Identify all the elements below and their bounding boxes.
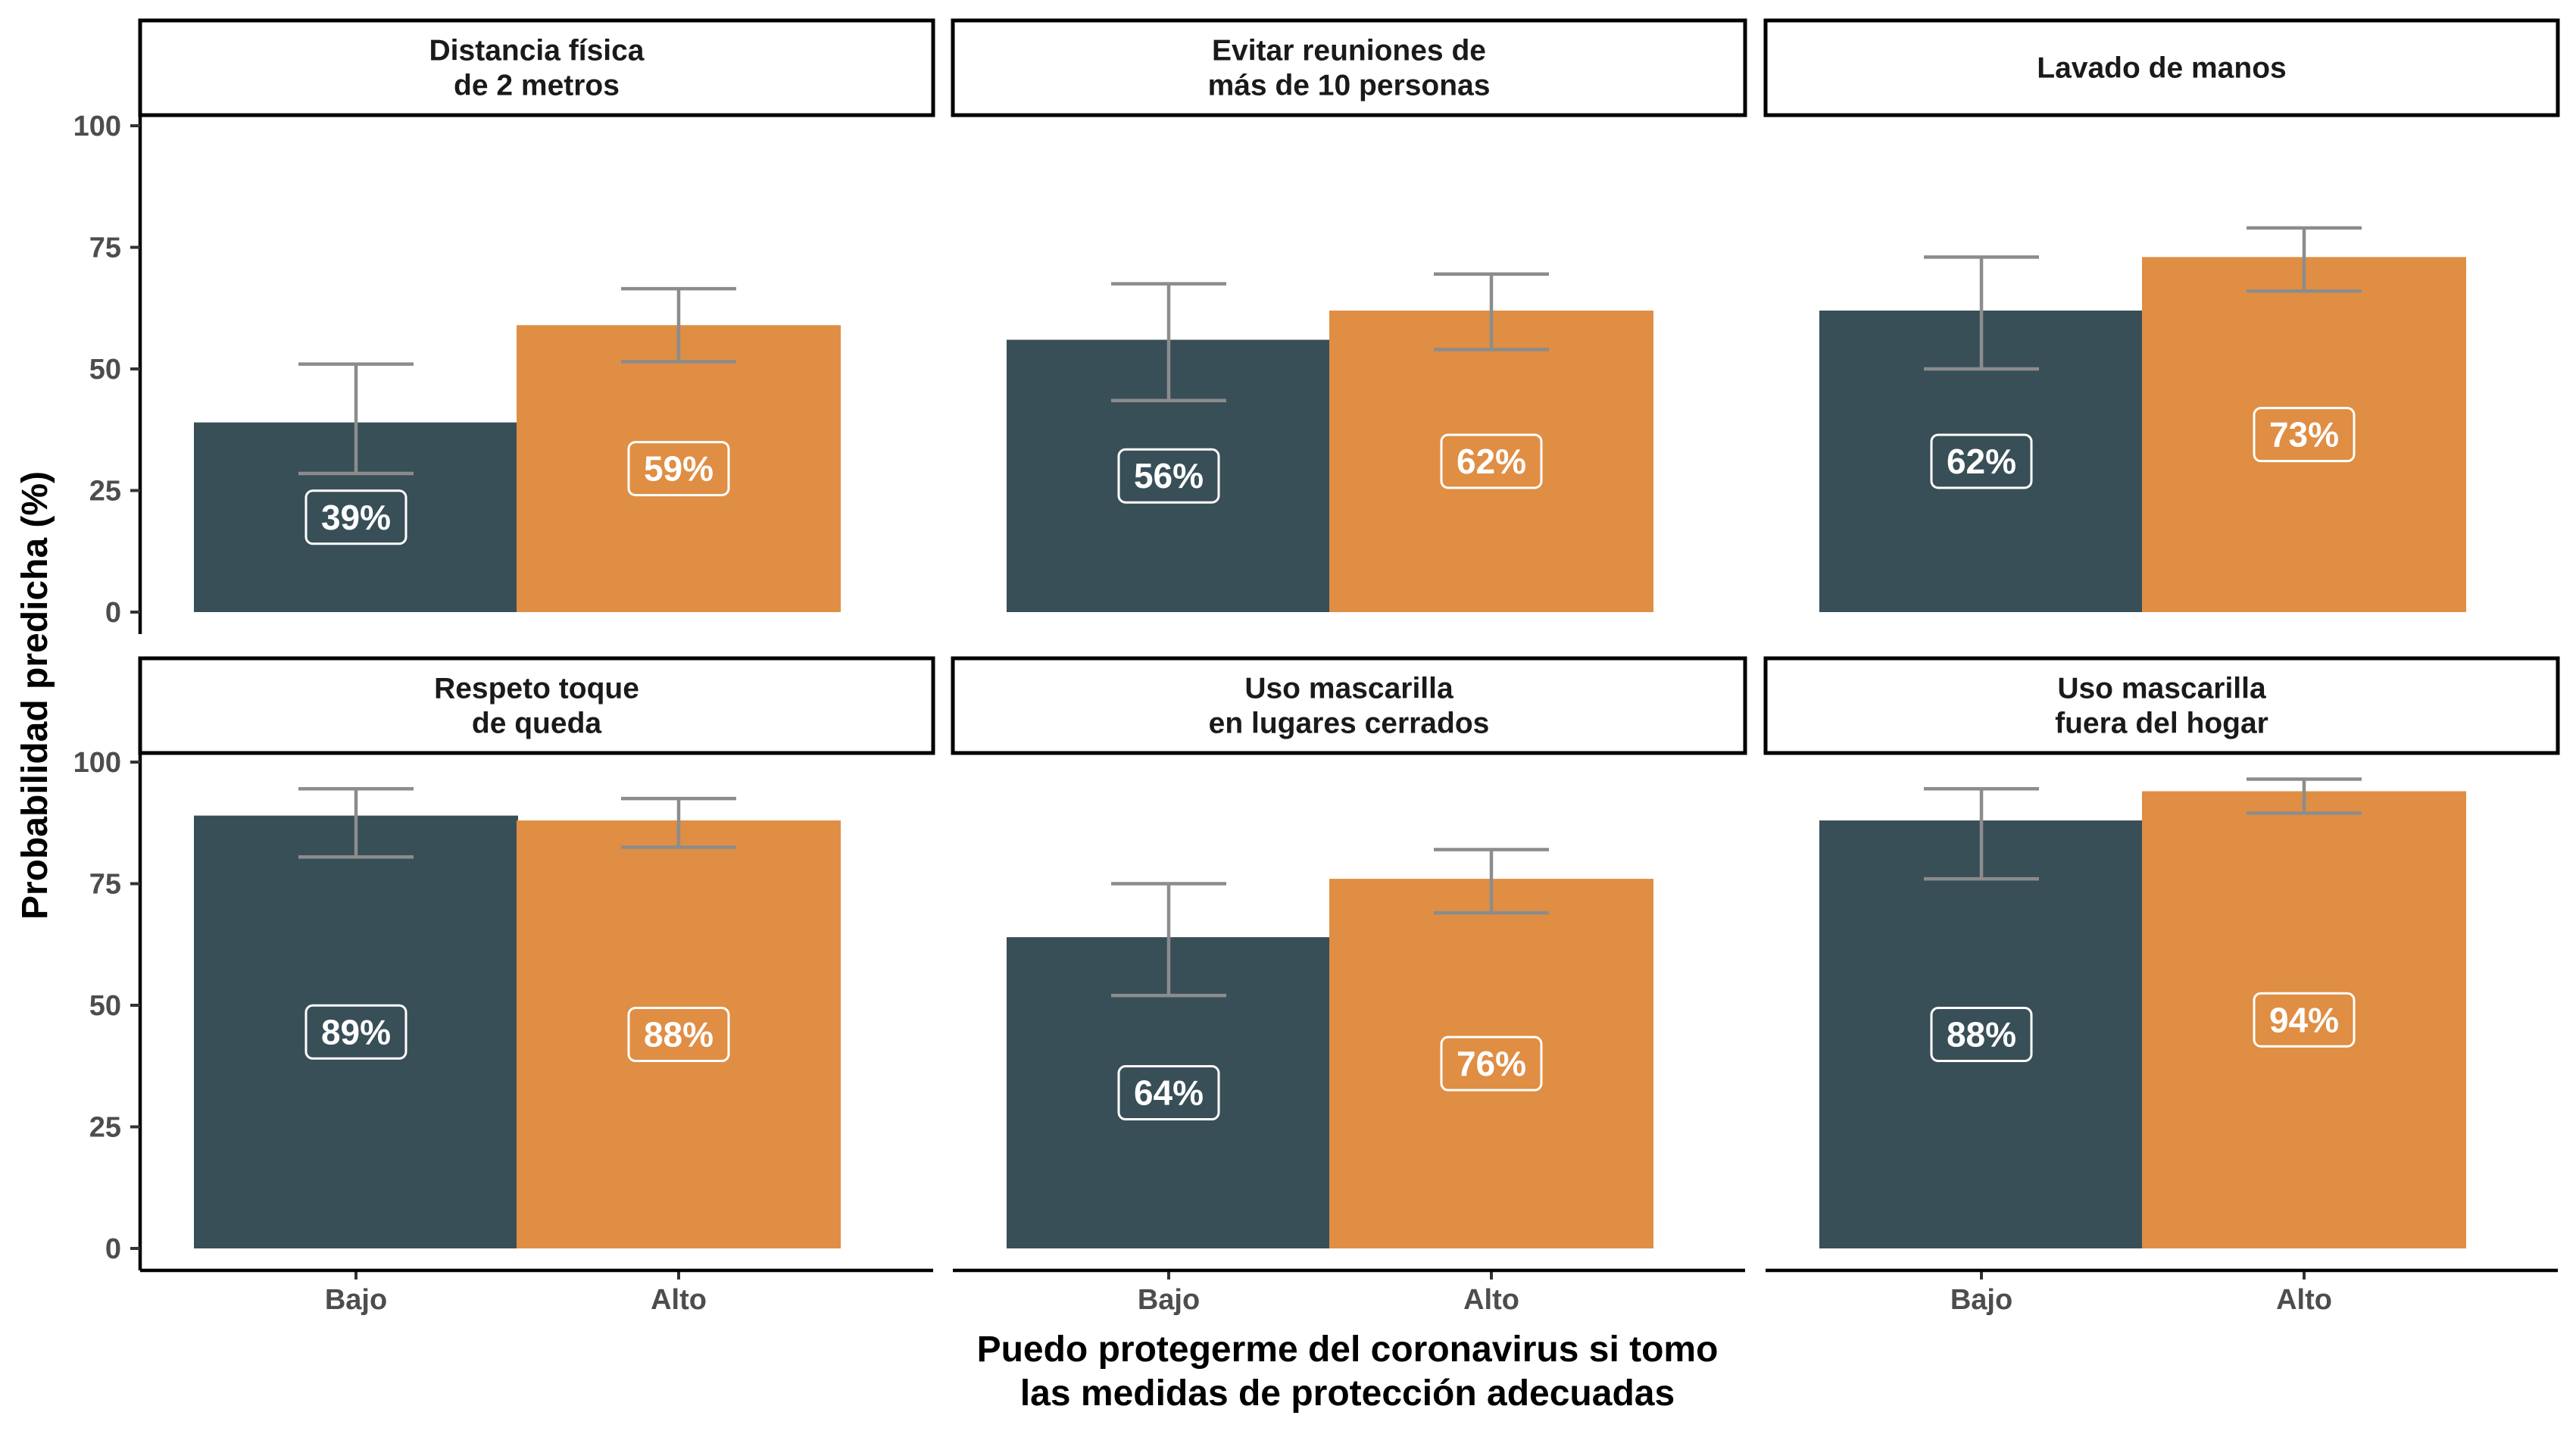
bar-alto xyxy=(517,820,841,1248)
facet-title-line: más de 10 personas xyxy=(1208,70,1491,102)
facet-strip xyxy=(1763,18,2560,117)
facet-title-line: de queda xyxy=(472,708,602,740)
error-bar xyxy=(1111,882,1226,998)
value-label-box xyxy=(1117,448,1220,504)
x-axis-title-line-1: Puedo protegerme del coronavirus si tomo xyxy=(977,1329,1719,1370)
facet-strip xyxy=(138,18,935,117)
facet-strip xyxy=(138,656,935,755)
y-tick-label: 50 xyxy=(89,354,121,386)
facet-title-line: fuera del hogar xyxy=(2055,708,2268,740)
value-label: 59% xyxy=(644,449,713,489)
y-tick-label: 25 xyxy=(89,1112,121,1144)
value-label: 76% xyxy=(1457,1044,1526,1083)
bar-alto xyxy=(1329,879,1653,1248)
y-axis-title: Probabilidad predicha (%) xyxy=(15,471,55,920)
value-label-box xyxy=(304,489,407,545)
bar-bajo xyxy=(194,815,518,1248)
y-tick-label: 25 xyxy=(89,476,121,508)
error-bar xyxy=(1111,282,1226,402)
value-label-box xyxy=(304,1004,407,1060)
facet-strip xyxy=(951,18,1747,117)
x-tick-label: Alto xyxy=(651,1284,707,1316)
value-label: 89% xyxy=(321,1012,391,1051)
facet-title-line: en lugares cerrados xyxy=(1209,708,1490,740)
value-label: 88% xyxy=(1947,1015,2016,1055)
x-tick-label: Alto xyxy=(1463,1284,1519,1316)
facet-title-line: Uso mascarilla xyxy=(2057,673,2266,705)
y-tick-label: 0 xyxy=(105,597,121,629)
facet-title-line: Distancia física xyxy=(429,35,645,67)
value-label: 94% xyxy=(2269,1000,2339,1039)
facet-title-line: Respeto toque xyxy=(434,673,639,705)
facet-title-line: de 2 metros xyxy=(454,70,620,102)
value-label: 62% xyxy=(1947,442,2016,481)
facet-panel-3: Lavado de manos 62% 73% xyxy=(1763,18,2560,612)
value-label: 73% xyxy=(2269,415,2339,455)
bar-alto xyxy=(517,325,841,612)
error-bar xyxy=(1924,255,2039,371)
value-label-box xyxy=(2253,992,2356,1048)
y-tick-label: 100 xyxy=(73,747,121,779)
bar-alto xyxy=(2142,257,2466,612)
x-tick-label: Bajo xyxy=(1138,1284,1200,1316)
value-label: 56% xyxy=(1134,456,1204,495)
value-label: 39% xyxy=(321,498,391,537)
y-tick-label: 75 xyxy=(89,869,121,901)
y-tick-label: 100 xyxy=(73,111,121,142)
value-label-box xyxy=(627,441,730,497)
error-bar xyxy=(298,787,414,859)
error-bar xyxy=(621,796,736,849)
value-label-box xyxy=(1440,1036,1543,1092)
error-bar xyxy=(2247,777,2362,815)
bar-alto xyxy=(2142,791,2466,1248)
y-tick-label: 50 xyxy=(89,990,121,1022)
error-bar xyxy=(1434,272,1549,352)
error-bar xyxy=(2247,226,2362,293)
value-label-box xyxy=(1930,1007,2033,1063)
value-label-box xyxy=(1440,433,1543,489)
value-label-box xyxy=(627,1007,730,1063)
error-bar xyxy=(1924,787,2039,881)
facet-title-line: Evitar reuniones de xyxy=(1212,35,1486,67)
y-tick-label: 75 xyxy=(89,233,121,264)
value-label: 62% xyxy=(1457,442,1526,481)
error-bar xyxy=(621,286,736,364)
value-label-box xyxy=(2253,407,2356,463)
facet-title-line: Lavado de manos xyxy=(2037,52,2286,85)
value-label: 88% xyxy=(644,1015,713,1055)
x-tick-label: Alto xyxy=(2276,1284,2332,1316)
bar-bajo xyxy=(1819,820,2144,1248)
facet-strip xyxy=(951,656,1747,755)
error-bar xyxy=(298,362,414,476)
x-tick-label: Bajo xyxy=(325,1284,387,1316)
facet-strip xyxy=(1763,656,2560,755)
y-tick-label: 0 xyxy=(105,1233,121,1265)
error-bar xyxy=(1434,848,1549,915)
x-tick-label: Bajo xyxy=(1950,1284,2012,1316)
x-axis-title-line-2: las medidas de protección adecuadas xyxy=(1020,1373,1675,1414)
value-label: 64% xyxy=(1134,1073,1204,1113)
bar-alto xyxy=(1329,310,1653,612)
value-label-box xyxy=(1930,433,2033,489)
facet-title-line: Uso mascarilla xyxy=(1244,673,1453,705)
value-label-box xyxy=(1117,1065,1220,1121)
